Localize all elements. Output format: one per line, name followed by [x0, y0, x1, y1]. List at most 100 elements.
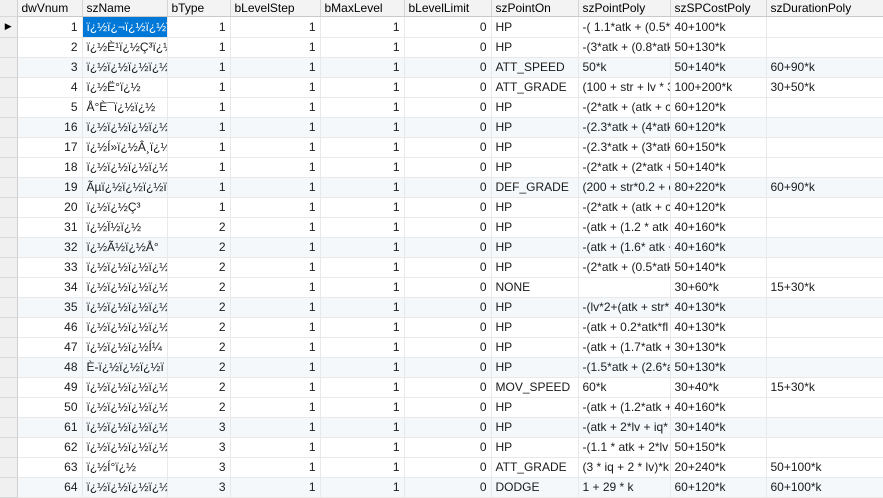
cell-szName[interactable]: ï¿½ï¿½ï¿½ï¿½ï¿½ [82, 277, 168, 298]
cell-bType[interactable]: 3 [167, 417, 231, 438]
cell-bType[interactable]: 2 [167, 397, 231, 418]
cell-bLevelLimit[interactable]: 0 [404, 77, 492, 98]
cell-bMaxLevel[interactable]: 1 [320, 37, 405, 58]
cell-bType[interactable]: 2 [167, 217, 231, 238]
cell-bLevelStep[interactable]: 1 [230, 397, 321, 418]
cell-bLevelStep[interactable]: 1 [230, 97, 321, 118]
cell-bMaxLevel[interactable]: 1 [320, 377, 405, 398]
cell-bType[interactable]: 1 [167, 177, 231, 198]
cell-szName[interactable]: ï¿½ï¿¬ï¿½ï¿½ï¿½ [82, 16, 168, 38]
cell-bLevelStep[interactable]: 1 [230, 277, 321, 298]
cell-szSPCostPoly[interactable]: 40+130*k [670, 297, 767, 318]
cell-szPointPoly[interactable]: (100 + str + lv * 3 [578, 77, 671, 98]
cell-bType[interactable]: 3 [167, 477, 231, 498]
cell-bLevelLimit[interactable]: 0 [404, 177, 492, 198]
cell-szName[interactable]: ï¿½È¹ï¿½Ç³ï¿½ [82, 37, 168, 58]
cell-szDurationPoly[interactable]: 60+90*k [766, 57, 883, 78]
row-selector[interactable] [0, 277, 18, 298]
cell-bMaxLevel[interactable]: 1 [320, 77, 405, 98]
cell-bType[interactable]: 2 [167, 237, 231, 258]
cell-szPointOn[interactable]: HP [491, 117, 579, 138]
cell-szPointOn[interactable]: HP [491, 437, 579, 458]
cell-szPointPoly[interactable] [578, 277, 671, 298]
cell-szName[interactable]: ï¿½ï¿½ï¿½ï¿½ï¿½ [82, 297, 168, 318]
cell-bMaxLevel[interactable]: 1 [320, 317, 405, 338]
cell-szPointPoly[interactable]: (3 * iq + 2 * lv)*k [578, 457, 671, 478]
cell-dwVnum[interactable]: 31 [17, 217, 83, 238]
cell-bLevelStep[interactable]: 1 [230, 117, 321, 138]
cell-dwVnum[interactable]: 62 [17, 437, 83, 458]
cell-szDurationPoly[interactable]: 50+100*k [766, 457, 883, 478]
cell-bMaxLevel[interactable]: 1 [320, 117, 405, 138]
cell-szDurationPoly[interactable] [766, 297, 883, 318]
cell-bLevelStep[interactable]: 1 [230, 377, 321, 398]
cell-bLevelLimit[interactable]: 0 [404, 217, 492, 238]
row-selector[interactable] [0, 177, 18, 198]
cell-szDurationPoly[interactable] [766, 197, 883, 218]
column-header-szDurationPoly[interactable]: szDurationPoly [766, 0, 883, 17]
cell-szPointPoly[interactable]: -(3*atk + (0.8*atk [578, 37, 671, 58]
cell-szPointPoly[interactable]: 50*k [578, 57, 671, 78]
cell-bType[interactable]: 1 [167, 77, 231, 98]
cell-szDurationPoly[interactable] [766, 437, 883, 458]
cell-bType[interactable]: 1 [167, 97, 231, 118]
cell-szSPCostPoly[interactable]: 60+120*k [670, 477, 767, 498]
cell-szSPCostPoly[interactable]: 40+160*k [670, 217, 767, 238]
cell-bMaxLevel[interactable]: 1 [320, 357, 405, 378]
cell-bLevelStep[interactable]: 1 [230, 457, 321, 478]
cell-dwVnum[interactable]: 19 [17, 177, 83, 198]
cell-bMaxLevel[interactable]: 1 [320, 97, 405, 118]
cell-szPointPoly[interactable]: -(2*atk + (atk + c [578, 97, 671, 118]
cell-bLevelStep[interactable]: 1 [230, 137, 321, 158]
cell-szName[interactable]: ï¿½ï¿½ï¿½Í¼ [82, 337, 168, 358]
cell-szPointPoly[interactable]: -(2*atk + (2*atk + [578, 157, 671, 178]
cell-szDurationPoly[interactable]: 30+50*k [766, 77, 883, 98]
cell-dwVnum[interactable]: 50 [17, 397, 83, 418]
cell-bLevelLimit[interactable]: 0 [404, 237, 492, 258]
cell-szSPCostPoly[interactable]: 40+100*k [670, 16, 767, 38]
cell-bType[interactable]: 1 [167, 197, 231, 218]
cell-bLevelStep[interactable]: 1 [230, 257, 321, 278]
cell-szName[interactable]: ï¿½ï¿½ï¿½ï¿½ï¿½ [82, 377, 168, 398]
row-selector[interactable] [0, 397, 18, 418]
cell-szName[interactable]: ï¿½Í°ï¿½ [82, 457, 168, 478]
row-selector[interactable] [0, 297, 18, 318]
cell-szDurationPoly[interactable] [766, 157, 883, 178]
cell-szDurationPoly[interactable] [766, 357, 883, 378]
cell-szDurationPoly[interactable]: 15+30*k [766, 377, 883, 398]
cell-szPointPoly[interactable]: -(2*atk + (0.5*atk [578, 257, 671, 278]
cell-szPointPoly[interactable]: -(1.5*atk + (2.6*a [578, 357, 671, 378]
cell-dwVnum[interactable]: 32 [17, 237, 83, 258]
row-selector[interactable] [0, 377, 18, 398]
cell-bMaxLevel[interactable]: 1 [320, 417, 405, 438]
cell-bLevelLimit[interactable]: 0 [404, 457, 492, 478]
cell-szPointOn[interactable]: HP [491, 337, 579, 358]
cell-szSPCostPoly[interactable]: 30+60*k [670, 277, 767, 298]
cell-szName[interactable]: ï¿½ï¿½ï¿½ï¿½ï¿½ [82, 477, 168, 498]
cell-szDurationPoly[interactable] [766, 97, 883, 118]
cell-szPointOn[interactable]: HP [491, 37, 579, 58]
cell-szDurationPoly[interactable] [766, 237, 883, 258]
cell-szName[interactable]: ï¿½Ã½ï¿½Å° [82, 237, 168, 258]
row-selector[interactable] [0, 337, 18, 358]
cell-dwVnum[interactable]: 20 [17, 197, 83, 218]
cell-szName[interactable]: ï¿½ï¿½ï¿½ï¿½ï¿½ [82, 157, 168, 178]
cell-bLevelLimit[interactable]: 0 [404, 117, 492, 138]
cell-dwVnum[interactable]: 2 [17, 37, 83, 58]
cell-bLevelLimit[interactable]: 0 [404, 397, 492, 418]
cell-szDurationPoly[interactable] [766, 37, 883, 58]
cell-szPointPoly[interactable]: -(atk + (1.2*atk + [578, 397, 671, 418]
row-selector[interactable] [0, 257, 18, 278]
row-selector[interactable] [0, 417, 18, 438]
row-selector[interactable]: ▶ [0, 16, 18, 38]
cell-szDurationPoly[interactable] [766, 16, 883, 38]
cell-dwVnum[interactable]: 16 [17, 117, 83, 138]
cell-bMaxLevel[interactable]: 1 [320, 297, 405, 318]
cell-szDurationPoly[interactable] [766, 397, 883, 418]
cell-dwVnum[interactable]: 48 [17, 357, 83, 378]
cell-bLevelStep[interactable]: 1 [230, 297, 321, 318]
cell-bMaxLevel[interactable]: 1 [320, 457, 405, 478]
row-selector[interactable] [0, 37, 18, 58]
cell-szPointPoly[interactable]: -(atk + (1.2 * atk [578, 217, 671, 238]
cell-szPointPoly[interactable]: 60*k [578, 377, 671, 398]
